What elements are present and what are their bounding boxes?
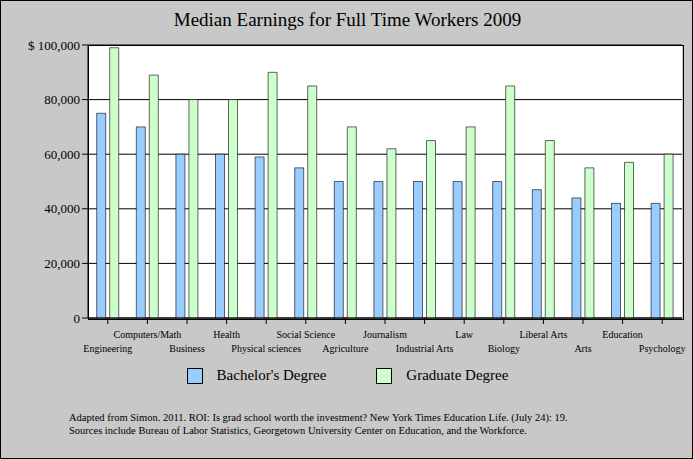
svg-text:60,000: 60,000 xyxy=(44,147,80,162)
svg-text:Health: Health xyxy=(213,329,240,340)
svg-text:40,000: 40,000 xyxy=(44,201,80,216)
svg-text:Psychology: Psychology xyxy=(639,343,685,354)
svg-text:Law: Law xyxy=(455,329,474,340)
html-text:Bachelor's Degree: Bachelor's Degree xyxy=(216,367,327,383)
svg-text:Physical sciences: Physical sciences xyxy=(231,343,301,354)
html-text:Graduate Degree: Graduate Degree xyxy=(406,367,509,383)
svg-text:Business: Business xyxy=(169,343,205,354)
svg-text:80,000: 80,000 xyxy=(44,92,80,107)
svg-text:Computers/Math: Computers/Math xyxy=(114,329,182,340)
svg-text:Industrial Arts: Industrial Arts xyxy=(396,343,454,354)
html-text:Sources include Bureau of Labo: Sources include Bureau of Labor Statisti… xyxy=(69,425,527,436)
svg-text:Biology: Biology xyxy=(488,343,520,354)
svg-text:Journalism: Journalism xyxy=(363,329,407,340)
svg-text:Arts: Arts xyxy=(574,343,591,354)
svg-text:Agriculture: Agriculture xyxy=(322,343,369,354)
svg-text:0: 0 xyxy=(74,311,81,326)
html-text:Adapted from Simon. 2011. ROI:: Adapted from Simon. 2011. ROI: Is grad s… xyxy=(69,412,568,423)
svg-text:$ 100,000: $ 100,000 xyxy=(28,38,80,53)
svg-text:Education: Education xyxy=(602,329,643,340)
html-text:Median Earnings for Full Time: Median Earnings for Full Time Workers 20… xyxy=(173,9,522,30)
svg-text:Engineering: Engineering xyxy=(83,343,132,354)
svg-text:20,000: 20,000 xyxy=(44,256,80,271)
svg-text:Liberal Arts: Liberal Arts xyxy=(519,329,567,340)
svg-text:Social Science: Social Science xyxy=(277,329,336,340)
